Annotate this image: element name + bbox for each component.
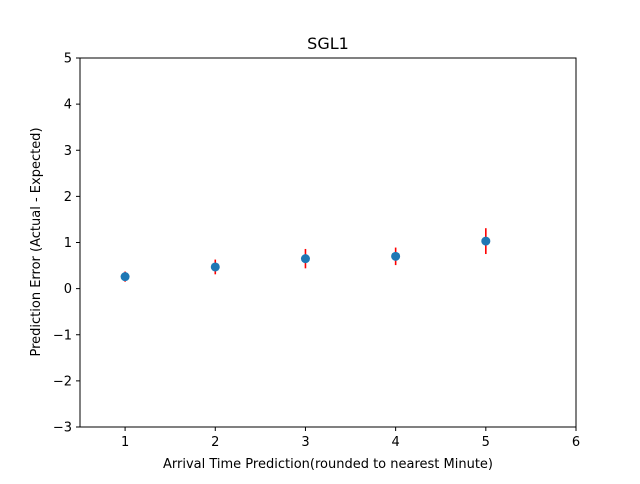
plot-layer [120,228,491,282]
x-tick-label: 5 [482,435,490,450]
y-tick-label: −1 [53,328,72,343]
x-tick-label: 2 [211,435,219,450]
axes-frame [79,57,577,428]
data-point [391,251,401,261]
chart-title: SGL1 [307,34,349,53]
data-point [300,254,310,264]
y-tick-label: 5 [64,52,72,67]
data-point [481,236,491,246]
y-tick-label: 4 [64,98,72,113]
x-tick-label: 3 [301,435,309,450]
tick-layer: 1 2 3 4 5 6 −3 −2 −1 0 1 2 3 4 5 [53,52,580,451]
data-point [210,262,220,272]
x-axis-label: Arrival Time Prediction(rounded to neare… [163,457,493,472]
y-tick-label: −3 [53,421,72,436]
y-tick-label: −2 [53,374,72,389]
data-point [120,272,130,282]
x-tick-label: 1 [121,435,129,450]
y-tick-label: 1 [64,236,72,251]
y-axis-label: Prediction Error (Actual - Expected) [29,127,44,356]
y-tick-label: 3 [64,144,72,159]
y-tick-label: 0 [64,282,72,297]
y-tick-label: 2 [64,190,72,205]
x-tick-label: 4 [391,435,399,450]
x-tick-label: 6 [572,435,580,450]
